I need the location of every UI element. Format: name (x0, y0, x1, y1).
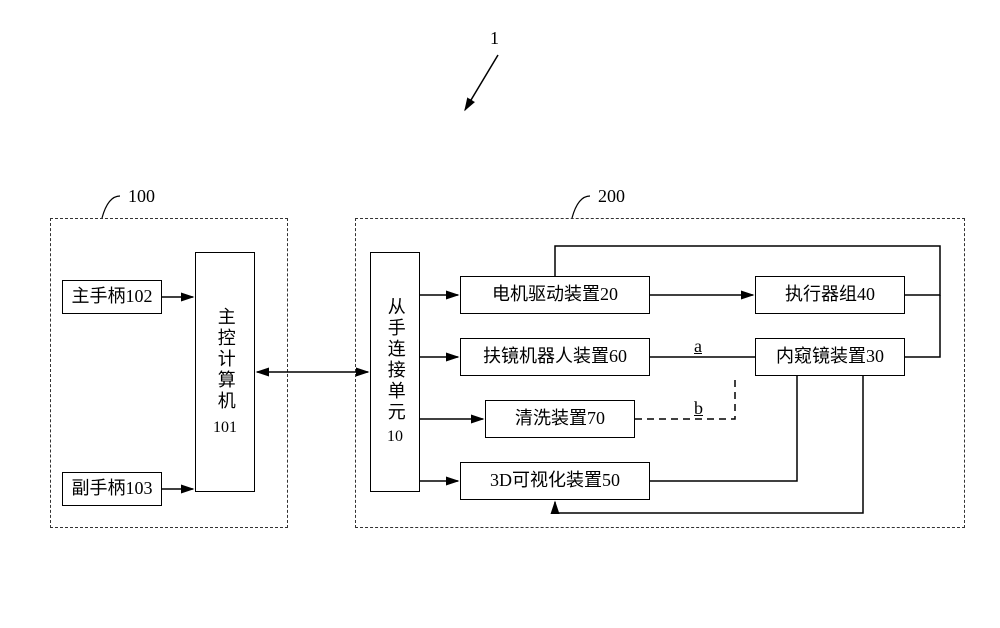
node-vis-3d: 3D可视化装置50 (460, 462, 650, 500)
node-label: 副手柄103 (72, 478, 153, 500)
node-master-pc: 主控计算机 101 (195, 252, 255, 492)
node-label: 执行器组40 (785, 284, 875, 306)
node-number: 101 (213, 418, 237, 437)
node-label: 电机驱动装置20 (492, 284, 618, 306)
node-sub-handle: 副手柄103 (62, 472, 162, 506)
node-label: 从手连接单元 (384, 297, 406, 423)
node-label: 内窥镜装置30 (776, 346, 884, 368)
edge-label-a: a (694, 336, 702, 357)
node-cleaning: 清洗装置70 (485, 400, 635, 438)
top-pointer-label: 1 (490, 28, 499, 49)
node-label: 主控计算机 (214, 307, 236, 412)
node-endoscope: 内窥镜装置30 (755, 338, 905, 376)
node-slave-unit: 从手连接单元 10 (370, 252, 420, 492)
group-100-label: 100 (128, 186, 155, 207)
node-label: 3D可视化装置50 (490, 470, 620, 492)
edge-label-b: b (694, 398, 703, 419)
group-200-label: 200 (598, 186, 625, 207)
node-mirror-robot: 扶镜机器人装置60 (460, 338, 650, 376)
node-label: 主手柄102 (72, 286, 153, 308)
node-label: 清洗装置70 (515, 408, 605, 430)
node-main-handle: 主手柄102 (62, 280, 162, 314)
node-actuator: 执行器组40 (755, 276, 905, 314)
node-label: 扶镜机器人装置60 (483, 346, 627, 368)
node-number: 10 (387, 427, 403, 446)
node-motor-drive: 电机驱动装置20 (460, 276, 650, 314)
diagram-connectors (0, 0, 1000, 628)
